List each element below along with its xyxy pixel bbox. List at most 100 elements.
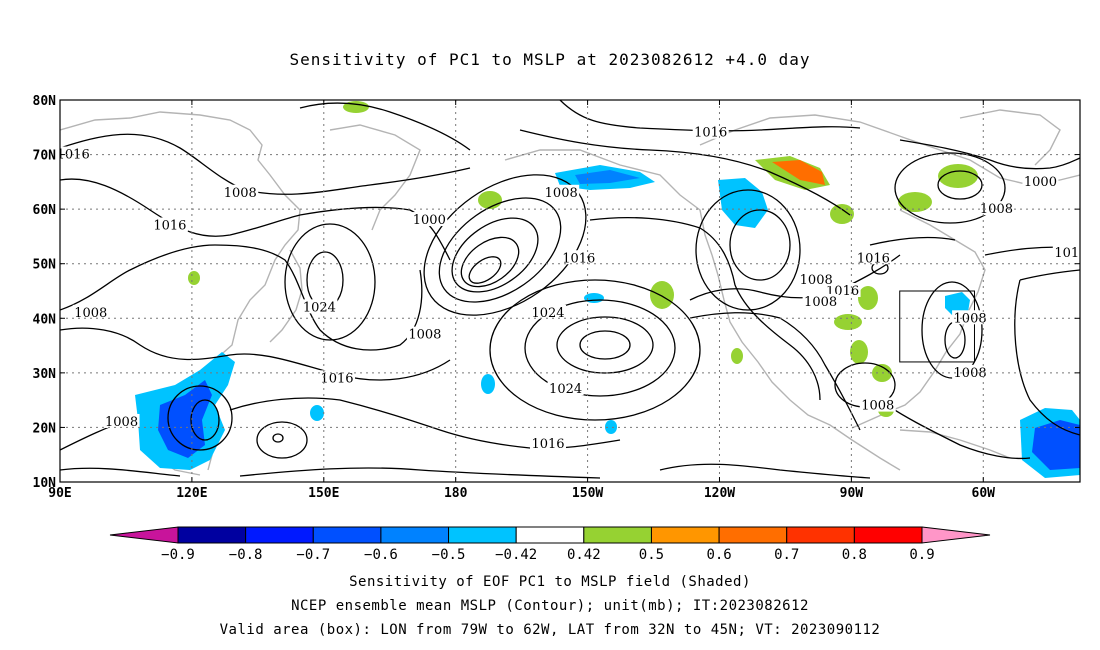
- negative-sensitivity-core: [1032, 420, 1080, 470]
- colorbar-label: −0.42: [495, 547, 537, 563]
- colorbar-segment: [515, 526, 585, 544]
- contour: [659, 463, 871, 479]
- coastline-kamchatka: [329, 124, 421, 231]
- contour-label: 1008: [804, 295, 837, 310]
- lat-label: 10N: [33, 476, 57, 491]
- negative-sensitivity-blob: [605, 420, 617, 434]
- negative-sensitivity-blob: [481, 374, 495, 394]
- contour-label: 1000: [413, 213, 446, 228]
- contour: [937, 170, 983, 200]
- coastline-japan: [269, 249, 303, 343]
- positive-sensitivity-blob: [731, 348, 743, 364]
- lat-label: 70N: [33, 149, 57, 164]
- contour-label: 1008: [861, 399, 894, 414]
- axis-ticks: [59, 99, 1080, 483]
- colorbar-label: −0.5: [432, 547, 466, 563]
- colorbar-label: 0.42: [567, 547, 601, 563]
- contour-label: 1016: [562, 251, 595, 266]
- coastline-greenland: [959, 109, 1061, 166]
- colorbar-segment: [177, 526, 247, 544]
- contour-label-bg: [560, 250, 597, 265]
- contour-label-bg: [978, 201, 1015, 216]
- contour: [438, 197, 562, 303]
- contour-label-bg: [855, 250, 892, 265]
- contour-label: 1016: [531, 437, 564, 452]
- positive-sensitivity-blob: [188, 271, 200, 285]
- mslp-contours: [60, 100, 1080, 479]
- positive-sensitivity-core: [772, 160, 825, 185]
- negative-sensitivity-blob: [584, 293, 604, 303]
- lat-label: 30N: [33, 367, 57, 382]
- contour: [284, 223, 376, 341]
- contour: [167, 385, 233, 451]
- contour: [60, 244, 423, 351]
- lat-label: 40N: [33, 312, 57, 327]
- contour-label: 1024: [549, 382, 582, 397]
- contour: [1014, 269, 1080, 436]
- negative-sensitivity-core: [575, 170, 640, 184]
- caption-line-3: Valid area (box): LON from 79W to 62W, L…: [219, 622, 881, 638]
- contour-label: 1008: [545, 186, 578, 201]
- contour-label-bg: [530, 304, 567, 319]
- contour-label-bg: [301, 299, 338, 314]
- colorbar-segment: [583, 526, 652, 544]
- contour-label: 1008: [954, 366, 987, 381]
- contour-label: 1024: [531, 306, 564, 321]
- contour: [524, 299, 676, 397]
- positive-sensitivity-blob: [898, 192, 932, 212]
- colorbar-label: −0.8: [229, 547, 263, 563]
- contour-label: 1008: [954, 311, 987, 326]
- colorbar-low-extension: [109, 526, 179, 544]
- contour-label-bg: [72, 304, 109, 319]
- gridlines: [60, 100, 1080, 482]
- lon-label: 120E: [176, 486, 207, 501]
- contour: [60, 178, 451, 261]
- coastline-caribbean: [899, 429, 1011, 459]
- colorbar-segment: [380, 526, 450, 544]
- contour-label: 1008: [800, 273, 833, 288]
- contour-label-bg: [547, 381, 584, 396]
- lat-label: 20N: [33, 421, 57, 436]
- colorbar-label: −0.6: [364, 547, 398, 563]
- contour: [272, 433, 284, 443]
- contour: [299, 102, 471, 151]
- contour: [921, 281, 983, 379]
- contour: [894, 152, 1006, 224]
- colorbar-label: −0.9: [161, 547, 195, 563]
- contour: [190, 399, 220, 441]
- colorbar-segment: [245, 526, 314, 544]
- positive-sensitivity-blob: [850, 340, 868, 364]
- contour: [879, 399, 1031, 460]
- lat-label: 60N: [33, 203, 57, 218]
- positive-sensitivity-blob: [478, 191, 502, 209]
- lat-label: 50N: [33, 258, 57, 273]
- contour-label-bg: [1052, 244, 1080, 259]
- chart-title: Sensitivity of PC1 to MSLP at 2023082612…: [289, 50, 811, 69]
- lon-label: 60W: [972, 486, 996, 501]
- contour-label-bg: [318, 370, 355, 385]
- contour-label-bg: [802, 293, 839, 308]
- contour-label: 1016: [857, 251, 890, 266]
- colorbar-label: −0.7: [296, 547, 330, 563]
- contour-label-bg: [1022, 173, 1059, 188]
- colorbar-segment: [448, 526, 517, 544]
- contour-label: 1008: [74, 306, 107, 321]
- contour-label-bg: [798, 272, 835, 287]
- colorbar-segment: [718, 526, 788, 544]
- contour-label: 1016: [153, 219, 186, 234]
- coastline-na-west: [711, 254, 901, 471]
- colorbar: −0.9 −0.8 −0.7 −0.6 −0.5 −0.42 0.42 0.5 0.6 0.7 0.…: [109, 526, 991, 563]
- contour: [729, 209, 791, 281]
- contour: [556, 316, 654, 374]
- lon-label: 120W: [704, 486, 735, 501]
- colorbar-label: 0.7: [774, 547, 799, 563]
- contour-label: 1024: [303, 300, 336, 315]
- contour-label: 101: [1054, 246, 1079, 261]
- coastline-alaska: [504, 149, 713, 256]
- colorbar-segment: [312, 526, 382, 544]
- contour-label: 1016: [320, 371, 353, 386]
- negative-sensitivity-region: [718, 178, 768, 228]
- contour: [468, 256, 502, 284]
- positive-sensitivity-blob: [650, 281, 674, 309]
- map-border: [59, 99, 1081, 483]
